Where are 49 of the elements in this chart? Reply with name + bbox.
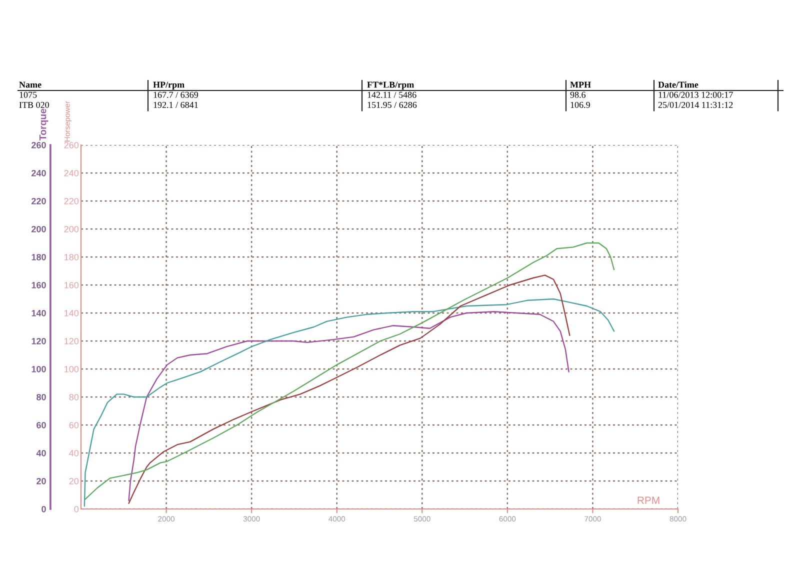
text: 142.11 / 5486: [368, 92, 416, 98]
text: 192.1 / 6841: [154, 102, 198, 108]
y-tick-label: 180: [32, 254, 46, 260]
y2-tick-label: 260: [64, 142, 79, 148]
y2-tick-label: 180: [64, 254, 79, 260]
text: 106.9: [570, 102, 590, 108]
y2-tick-label: 220: [64, 198, 79, 204]
text: 1075: [20, 92, 37, 98]
text: ITB 020: [19, 102, 49, 108]
y-tick-label: 60: [36, 422, 46, 428]
text: 25/01/2014 11:31:12: [658, 102, 733, 108]
y-tick-label: 120: [32, 338, 46, 344]
text: 98.6: [570, 92, 586, 98]
y2-tick-label: 240: [64, 170, 79, 176]
text: 11/06/2013 12:00:17: [658, 92, 733, 98]
y2-tick-label: 0: [74, 506, 79, 512]
y2-tick-label: 100: [64, 366, 79, 372]
y2-tick-label: 60: [69, 422, 79, 428]
line-series: [128, 274, 570, 504]
y-tick-label: 260: [32, 142, 46, 148]
y-tick-label: 20: [36, 478, 46, 484]
line-series: [84, 298, 615, 507]
y-tick-label: 140: [32, 310, 46, 316]
y2-tick-label: 140: [64, 310, 79, 316]
text: MPH: [570, 82, 591, 88]
text: 151.95 / 6286: [368, 102, 417, 108]
line-series: [128, 311, 570, 502]
text: 167.7 / 6369: [154, 92, 198, 98]
text: Name: [19, 82, 42, 88]
y2-tick-label: 80: [69, 394, 79, 400]
y-tick-label: 100: [32, 366, 46, 372]
text: HP/rpm: [153, 82, 184, 90]
y-axis-title: Torque: [39, 108, 48, 141]
y2-tick-label: 40: [69, 450, 79, 456]
y-tick-label: 220: [32, 198, 46, 204]
y-tick-label: 160: [32, 282, 46, 288]
line-series: [84, 242, 615, 500]
y2-tick-label: 20: [69, 478, 79, 484]
y-tick-label: 40: [36, 450, 46, 456]
text: FT*LB/rpm: [367, 82, 414, 90]
y2-tick-label: 200: [64, 226, 79, 232]
y-tick-label: 240: [32, 170, 46, 176]
y2-tick-label: 120: [64, 338, 79, 344]
y-tick-label: 0: [42, 506, 46, 512]
y-tick-label: 200: [32, 226, 46, 232]
y-tick-label: 80: [36, 394, 46, 400]
y2-tick-label: 160: [64, 282, 79, 288]
x-axis-title: RPM: [638, 496, 660, 504]
text: Date/Time: [658, 81, 698, 88]
